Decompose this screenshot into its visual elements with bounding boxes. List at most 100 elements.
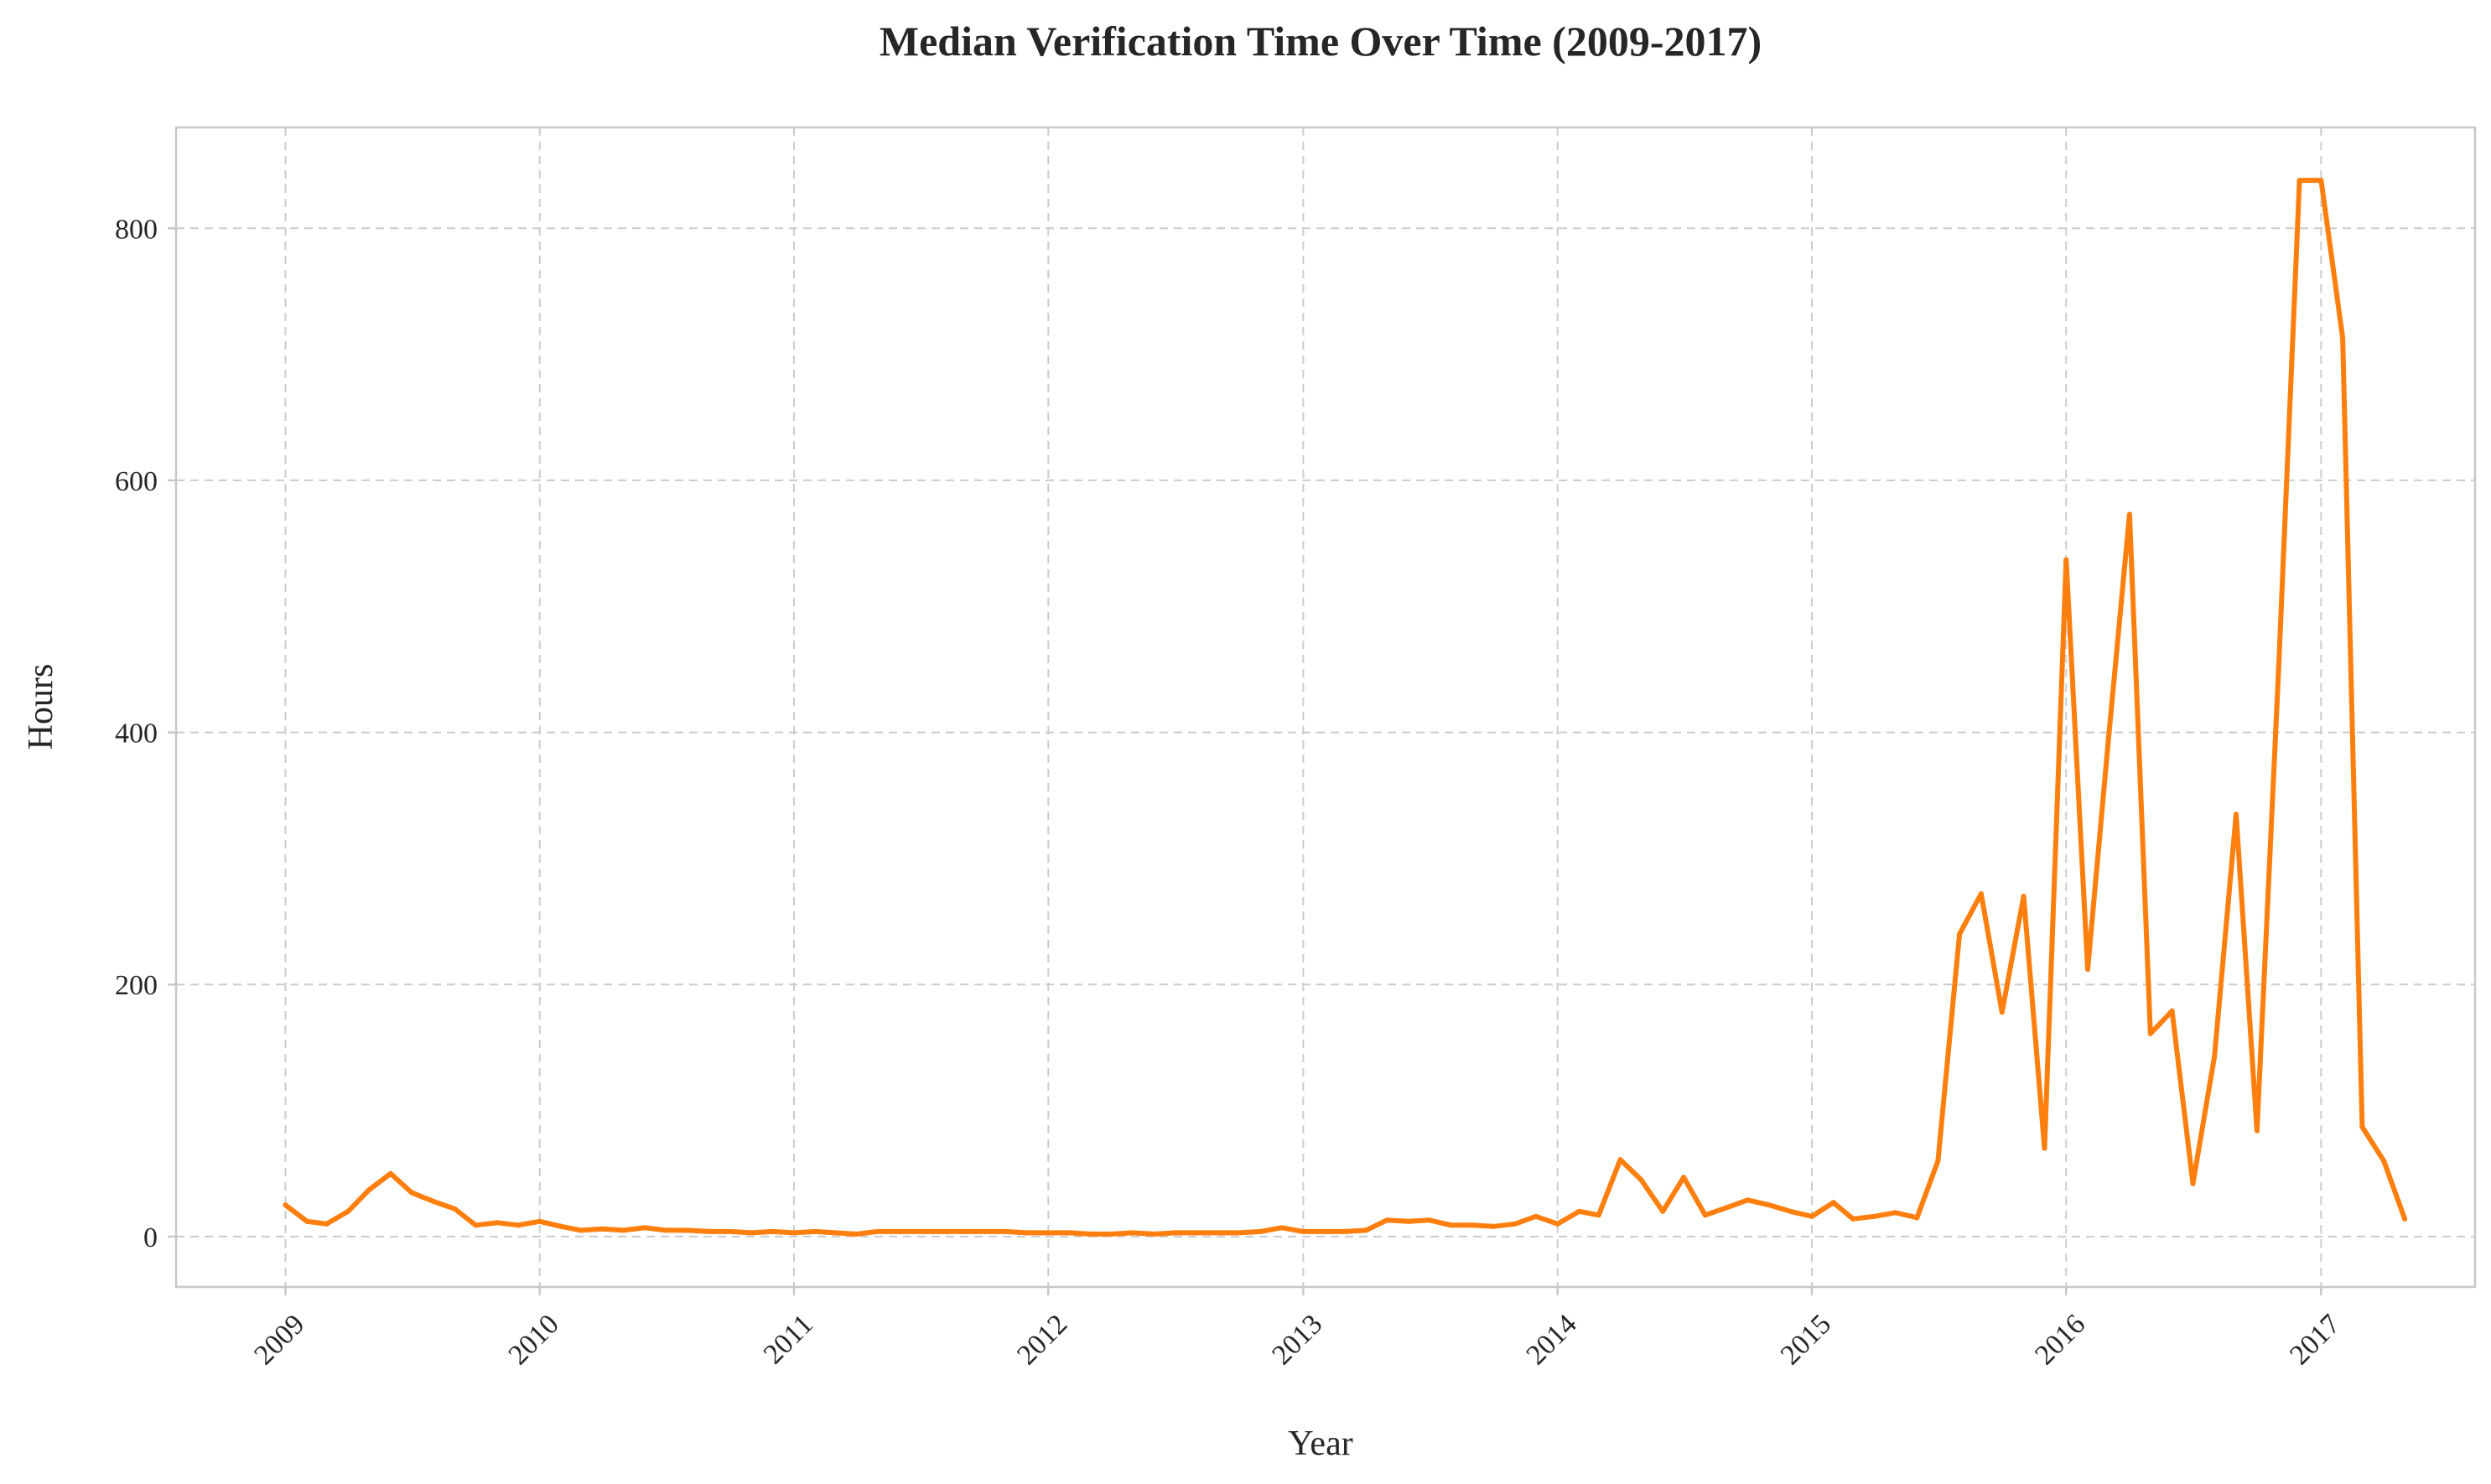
data-point xyxy=(791,1230,797,1236)
x-tick-label: 2009 xyxy=(248,1309,310,1371)
data-point xyxy=(1681,1175,1687,1180)
data-point xyxy=(387,1170,393,1176)
data-point xyxy=(1513,1221,1518,1227)
x-tick-label: 2015 xyxy=(1775,1309,1837,1371)
data-point xyxy=(452,1206,458,1212)
data-point xyxy=(981,1228,987,1234)
data-point xyxy=(1596,1212,1601,1218)
data-point xyxy=(812,1228,818,1234)
data-point xyxy=(2042,1145,2047,1151)
data-point xyxy=(1850,1216,1855,1222)
data-point xyxy=(620,1227,626,1233)
data-point xyxy=(408,1190,414,1196)
y-tick-label: 800 xyxy=(115,214,158,245)
data-point xyxy=(1342,1228,1347,1234)
data-point xyxy=(473,1222,479,1228)
gridlines xyxy=(176,127,2475,1287)
data-point xyxy=(2381,1158,2387,1164)
data-point xyxy=(1935,1158,1941,1164)
data-point xyxy=(2296,178,2302,184)
data-point xyxy=(2233,812,2239,817)
data-point xyxy=(599,1226,605,1232)
data-point xyxy=(1957,931,1963,937)
data-point xyxy=(770,1228,776,1234)
data-point xyxy=(1660,1208,1666,1214)
data-point xyxy=(1151,1231,1157,1237)
data-point xyxy=(495,1220,501,1226)
x-tick-label: 2013 xyxy=(1266,1309,1328,1371)
data-point xyxy=(749,1230,755,1236)
data-point xyxy=(283,1202,288,1208)
data-point xyxy=(706,1228,712,1234)
data-point xyxy=(1788,1208,1793,1214)
data-point xyxy=(1892,1210,1898,1216)
data-point xyxy=(1533,1213,1539,1219)
data-point xyxy=(537,1218,542,1224)
y-tick-label: 200 xyxy=(115,970,158,1001)
data-point xyxy=(1024,1230,1030,1236)
data-point xyxy=(515,1222,521,1228)
data-point xyxy=(833,1230,838,1236)
data-point xyxy=(2402,1216,2408,1222)
data-point xyxy=(1363,1227,1369,1233)
data-point xyxy=(1470,1222,1476,1228)
data-point xyxy=(345,1208,351,1214)
data-point xyxy=(1258,1228,1264,1234)
y-axis-label: Hours xyxy=(22,664,60,750)
data-point xyxy=(854,1231,859,1237)
data-point xyxy=(2359,1124,2365,1130)
x-tick-label: 2017 xyxy=(2284,1309,2346,1371)
series-layer xyxy=(283,178,2408,1237)
data-point xyxy=(1172,1230,1178,1236)
x-axis-label: Year xyxy=(1288,1424,1352,1463)
data-point xyxy=(2190,1180,2196,1186)
plot-area-border xyxy=(174,126,2477,1289)
data-point xyxy=(1914,1215,1920,1221)
data-point xyxy=(1300,1228,1306,1234)
data-point xyxy=(1491,1223,1497,1229)
data-point xyxy=(1554,1221,1560,1227)
data-point xyxy=(684,1227,690,1233)
data-point xyxy=(2276,667,2281,672)
y-tick-label: 0 xyxy=(143,1222,158,1253)
data-point xyxy=(1809,1213,1814,1219)
data-point xyxy=(874,1228,880,1234)
data-point xyxy=(1978,890,1984,896)
data-point xyxy=(1405,1218,1411,1224)
data-point xyxy=(2147,1030,2153,1036)
data-point xyxy=(324,1221,330,1227)
data-point xyxy=(1999,1009,2005,1015)
data-point xyxy=(1067,1230,1073,1236)
data-point xyxy=(2318,178,2324,184)
axis-ticks: 0 200 400 600 800 2009 2010 2011 2012 2013 2014 201… xyxy=(115,214,2346,1371)
data-point xyxy=(1426,1217,1432,1223)
data-point xyxy=(2105,742,2111,748)
data-point xyxy=(1129,1230,1135,1236)
data-point xyxy=(1724,1205,1730,1211)
data-point xyxy=(1617,1157,1623,1163)
data-point xyxy=(2021,893,2027,899)
data-point xyxy=(1322,1228,1328,1234)
data-point xyxy=(2169,1008,2175,1014)
data-point xyxy=(578,1227,584,1233)
data-point xyxy=(1236,1230,1242,1236)
data-point xyxy=(1745,1197,1751,1203)
y-tick-label: 600 xyxy=(115,466,158,497)
data-point xyxy=(1830,1200,1836,1206)
chart-title: Median Verification Time Over Time (2009… xyxy=(880,18,1762,65)
data-point xyxy=(960,1228,966,1234)
data-point xyxy=(896,1228,902,1234)
data-point xyxy=(1003,1228,1009,1234)
data-point xyxy=(1871,1213,1877,1219)
x-tick-label: 2014 xyxy=(1521,1309,1583,1371)
data-point xyxy=(1046,1230,1051,1236)
x-tick-label: 2010 xyxy=(503,1309,565,1371)
data-point xyxy=(2340,335,2346,341)
data-point xyxy=(1384,1217,1390,1223)
data-point xyxy=(2212,1053,2218,1059)
series-line xyxy=(283,178,2408,1237)
data-point xyxy=(1767,1202,1772,1208)
data-point xyxy=(366,1187,372,1193)
data-point xyxy=(1194,1230,1200,1236)
data-point xyxy=(1576,1208,1582,1214)
